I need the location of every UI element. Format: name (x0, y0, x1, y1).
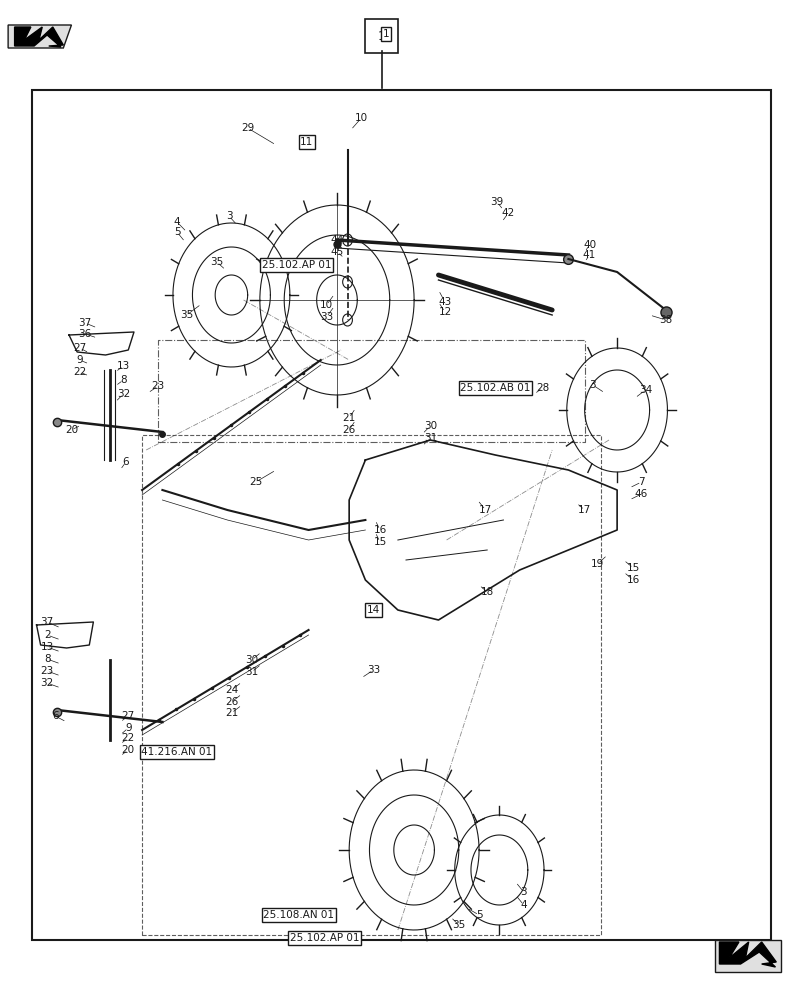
Text: 6: 6 (122, 457, 129, 467)
Text: 43: 43 (438, 297, 451, 307)
Text: 35: 35 (210, 257, 223, 267)
Text: 12: 12 (438, 307, 451, 317)
Text: 37: 37 (41, 617, 54, 627)
Text: 1: 1 (377, 29, 385, 42)
Text: 1: 1 (382, 29, 388, 39)
Text: 13: 13 (41, 642, 54, 652)
Bar (32, 90, 770, 940)
Text: 17: 17 (478, 505, 491, 515)
Text: 32: 32 (117, 389, 130, 399)
Text: 34: 34 (638, 385, 651, 395)
Text: 24: 24 (225, 685, 238, 695)
Text: 27: 27 (73, 343, 86, 353)
Text: 45: 45 (330, 247, 343, 257)
Text: 6: 6 (52, 711, 58, 721)
Text: 28: 28 (535, 383, 548, 393)
Text: 22: 22 (122, 733, 135, 743)
Text: 33: 33 (320, 312, 333, 322)
Text: 25.108.AN 01: 25.108.AN 01 (263, 910, 334, 920)
Text: 23: 23 (41, 666, 54, 676)
Text: 4: 4 (174, 217, 180, 227)
Text: 16: 16 (626, 575, 639, 585)
Text: 10: 10 (354, 113, 367, 123)
Polygon shape (15, 27, 63, 47)
Text: 19: 19 (590, 559, 603, 569)
Text: 20: 20 (122, 745, 135, 755)
Text: 25.102.AB 01: 25.102.AB 01 (460, 383, 530, 393)
Text: 41.216.AN 01: 41.216.AN 01 (141, 747, 212, 757)
Text: 5: 5 (174, 227, 180, 237)
Text: 38: 38 (659, 315, 672, 325)
Text: 27: 27 (122, 711, 135, 721)
Text: 30: 30 (423, 421, 436, 431)
Text: 42: 42 (501, 208, 514, 218)
Text: 31: 31 (245, 667, 258, 677)
Text: 35: 35 (180, 310, 193, 320)
Text: 46: 46 (634, 489, 647, 499)
Text: 32: 32 (41, 678, 54, 688)
Text: 25.102.AP 01: 25.102.AP 01 (290, 933, 359, 943)
Text: 2: 2 (44, 630, 50, 640)
Polygon shape (714, 940, 780, 972)
Polygon shape (8, 25, 71, 48)
Text: 36: 36 (79, 329, 92, 339)
Text: 3: 3 (589, 380, 595, 390)
Text: 44: 44 (330, 235, 343, 245)
Text: 3: 3 (520, 887, 526, 897)
Text: 23: 23 (152, 381, 165, 391)
Text: 10: 10 (320, 300, 333, 310)
Text: 35: 35 (452, 920, 465, 930)
Text: 17: 17 (577, 505, 590, 515)
Text: 15: 15 (373, 537, 386, 547)
Text: 13: 13 (117, 361, 130, 371)
Text: 9: 9 (125, 723, 131, 733)
Text: 29: 29 (241, 123, 254, 133)
Text: 39: 39 (490, 197, 503, 207)
Polygon shape (719, 942, 775, 967)
Text: 41: 41 (582, 250, 595, 260)
FancyBboxPatch shape (365, 19, 397, 53)
Text: 37: 37 (79, 318, 92, 328)
Text: 22: 22 (73, 367, 86, 377)
Text: 9: 9 (76, 355, 83, 365)
Text: 3: 3 (225, 211, 232, 221)
Text: 25.102.AP 01: 25.102.AP 01 (261, 260, 331, 270)
Text: 26: 26 (225, 697, 238, 707)
Text: 25: 25 (249, 477, 262, 487)
Text: 5: 5 (475, 910, 482, 920)
Text: 18: 18 (480, 587, 493, 597)
Text: 4: 4 (520, 900, 526, 910)
Text: 26: 26 (342, 425, 355, 435)
Text: 30: 30 (245, 655, 258, 665)
Text: 8: 8 (44, 654, 50, 664)
Text: 7: 7 (637, 477, 644, 487)
Text: 21: 21 (225, 708, 238, 718)
Text: 40: 40 (582, 240, 595, 250)
Text: 15: 15 (626, 563, 639, 573)
Text: 14: 14 (367, 605, 380, 615)
Text: 16: 16 (373, 525, 386, 535)
Text: 21: 21 (342, 413, 355, 423)
Text: 20: 20 (65, 425, 78, 435)
Text: 31: 31 (423, 433, 436, 443)
Text: 33: 33 (367, 665, 380, 675)
Text: 11: 11 (300, 137, 313, 147)
Text: 8: 8 (120, 375, 127, 385)
